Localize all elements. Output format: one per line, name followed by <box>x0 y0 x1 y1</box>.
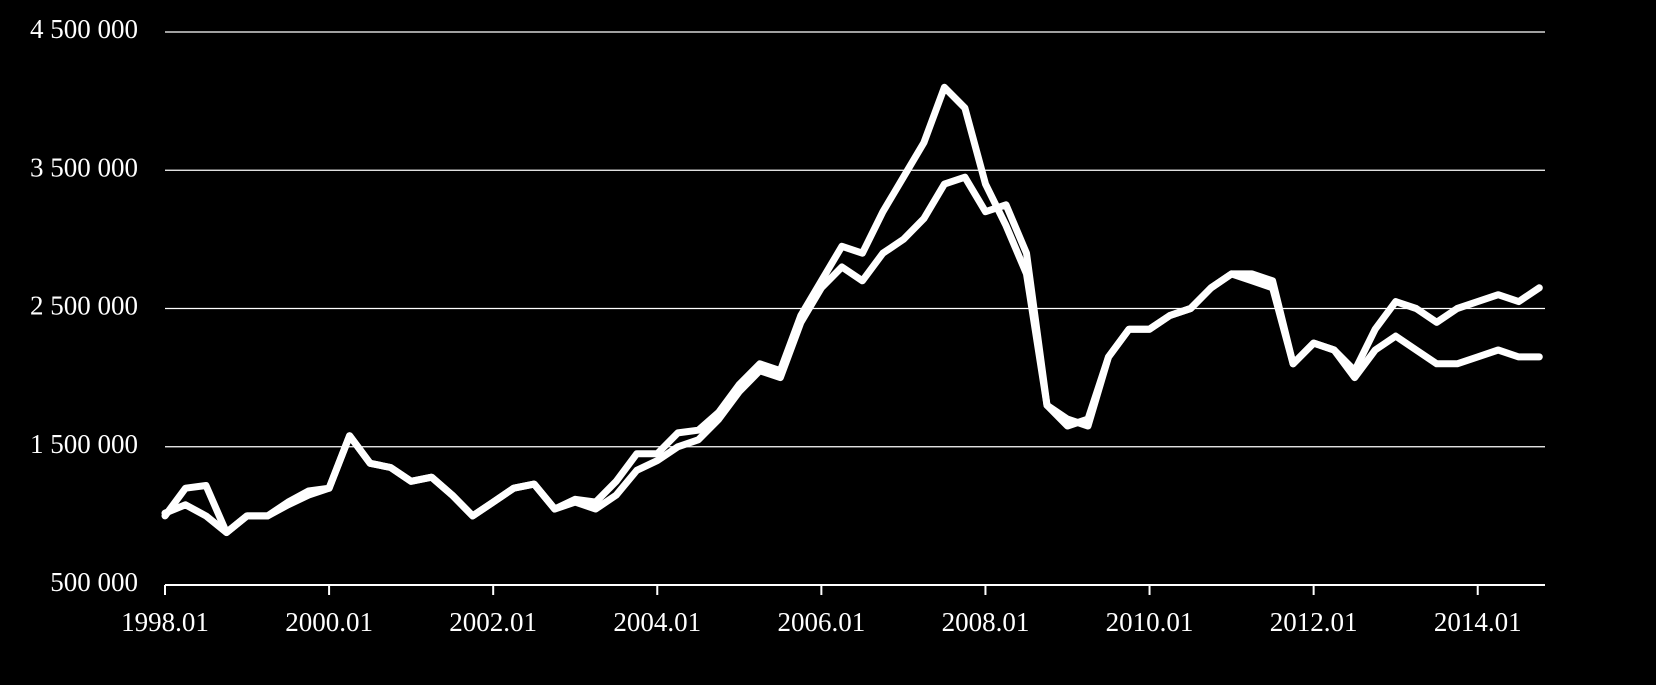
y-tick-label: 3 500 000 <box>30 152 138 182</box>
x-tick-label: 2008.01 <box>942 607 1030 637</box>
x-tick-label: 2002.01 <box>449 607 537 637</box>
x-tick-label: 2006.01 <box>777 607 865 637</box>
x-tick-label: 2012.01 <box>1270 607 1358 637</box>
x-tick-label: 1998.01 <box>121 607 209 637</box>
y-tick-label: 500 000 <box>50 567 138 597</box>
y-tick-label: 2 500 000 <box>30 291 138 321</box>
y-tick-label: 1 500 000 <box>30 429 138 459</box>
y-tick-label: 4 500 000 <box>30 14 138 44</box>
x-tick-label: 2004.01 <box>613 607 701 637</box>
x-tick-label: 2014.01 <box>1434 607 1522 637</box>
series-line <box>161 173 1543 536</box>
x-tick-label: 2010.01 <box>1106 607 1194 637</box>
x-tick-label: 2000.01 <box>285 607 373 637</box>
